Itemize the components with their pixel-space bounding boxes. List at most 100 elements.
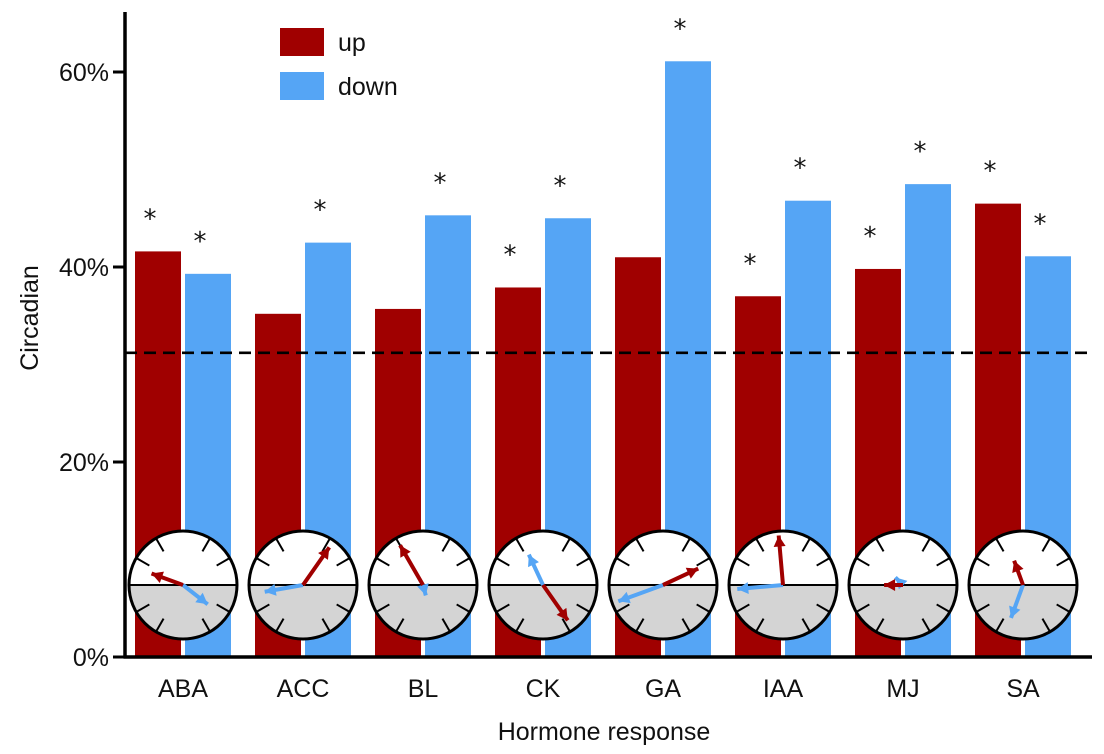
phase-clock-mj bbox=[847, 529, 959, 641]
significance-star-acc-down: * bbox=[314, 196, 327, 226]
y-tick-label: 0% bbox=[73, 644, 109, 672]
clock-tick bbox=[635, 618, 645, 633]
clock-tick bbox=[995, 618, 1005, 633]
legend-label-down: down bbox=[338, 73, 398, 101]
clock-tick bbox=[975, 603, 990, 613]
clock-rim bbox=[727, 529, 839, 641]
significance-star-ck-up: * bbox=[504, 240, 517, 270]
clock-tick bbox=[921, 537, 931, 552]
clock-tick bbox=[936, 603, 951, 613]
clock-tick bbox=[441, 618, 451, 633]
axes-layer: ABA ACC BL CK GA IAA MJ SA 0% 20% 40% 60% bbox=[59, 12, 1092, 703]
phase-arrowhead-down bbox=[737, 582, 749, 595]
clock-tick bbox=[201, 618, 211, 633]
clock-tick bbox=[615, 603, 630, 613]
clock-night-half bbox=[369, 585, 477, 639]
clock-tick bbox=[201, 537, 211, 552]
clock-tick bbox=[975, 557, 990, 567]
clock-tick bbox=[515, 537, 525, 552]
significance-star-mj-up: * bbox=[864, 222, 877, 252]
clock-tick bbox=[1041, 618, 1051, 633]
clock-tick bbox=[681, 618, 691, 633]
x-tick-label: BL bbox=[408, 675, 439, 703]
clock-tick bbox=[1056, 557, 1071, 567]
clock-tick bbox=[135, 557, 150, 567]
phase-clock-iaa bbox=[727, 529, 839, 641]
significance-star-iaa-up: * bbox=[744, 249, 757, 279]
clock-tick bbox=[1041, 537, 1051, 552]
clock-tick bbox=[275, 618, 285, 633]
phase-arrowhead-down bbox=[1009, 605, 1021, 618]
phase-clock-bl bbox=[367, 529, 479, 641]
clock-tick bbox=[855, 603, 870, 613]
clock-tick bbox=[495, 557, 510, 567]
phase-arrowhead-up bbox=[884, 579, 896, 591]
clock-tick bbox=[255, 603, 270, 613]
clock-tick bbox=[735, 603, 750, 613]
clock-tick bbox=[441, 537, 451, 552]
clock-tick bbox=[635, 537, 645, 552]
significance-star-ck-down: * bbox=[554, 171, 567, 201]
clock-rim bbox=[127, 529, 239, 641]
clock-tick bbox=[275, 537, 285, 552]
clock-tick bbox=[1056, 603, 1071, 613]
significance-star-sa-up: * bbox=[984, 157, 997, 187]
clock-tick bbox=[755, 537, 765, 552]
x-tick-label: SA bbox=[1006, 675, 1040, 703]
clock-tick bbox=[681, 537, 691, 552]
phase-arrowhead-up bbox=[318, 547, 330, 560]
phase-arrowhead-down bbox=[195, 592, 208, 605]
x-tick-label: MJ bbox=[886, 675, 919, 703]
clock-tick bbox=[155, 537, 165, 552]
y-axis-title: Circadian bbox=[16, 265, 44, 371]
significance-star-sa-down: * bbox=[1034, 209, 1047, 239]
phase-clock-ga bbox=[607, 529, 719, 641]
clock-tick bbox=[576, 557, 591, 567]
clock-tick bbox=[255, 557, 270, 567]
legend-swatch-down bbox=[280, 72, 324, 100]
clock-rim bbox=[367, 529, 479, 641]
clock-tick bbox=[816, 557, 831, 567]
phase-arrowhead-up bbox=[1012, 560, 1024, 574]
x-tick-label: GA bbox=[645, 675, 681, 703]
clock-tick bbox=[735, 557, 750, 567]
clock-night-half bbox=[609, 585, 717, 639]
y-tick-label: 60% bbox=[59, 59, 109, 87]
clock-tick bbox=[336, 557, 351, 567]
clock-night-half bbox=[729, 585, 837, 639]
phase-arrowhead-down bbox=[528, 554, 539, 568]
clock-tick bbox=[561, 618, 571, 633]
clock-tick bbox=[936, 557, 951, 567]
clock-night-half bbox=[249, 585, 357, 639]
clock-tick bbox=[375, 557, 390, 567]
phase-arrowhead-down bbox=[264, 583, 277, 596]
clock-night-half bbox=[489, 585, 597, 639]
phase-arrowhead-up bbox=[685, 567, 699, 579]
clock-tick bbox=[155, 618, 165, 633]
phase-arrowhead-up bbox=[773, 535, 786, 547]
significance-star-mj-down: * bbox=[914, 137, 927, 167]
clock-rim bbox=[247, 529, 359, 641]
x-tick-label: IAA bbox=[763, 675, 804, 703]
clock-tick bbox=[801, 618, 811, 633]
phase-arrowhead-up bbox=[151, 571, 164, 583]
clock-tick bbox=[495, 603, 510, 613]
clock-tick bbox=[875, 537, 885, 552]
y-tick-label: 40% bbox=[59, 254, 109, 282]
clock-tick bbox=[855, 557, 870, 567]
phase-arrowhead-down bbox=[417, 583, 429, 596]
clock-night-half bbox=[849, 585, 957, 639]
phase-clock-sa bbox=[967, 529, 1079, 641]
clock-tick bbox=[816, 603, 831, 613]
x-axis-title: Hormone response bbox=[498, 718, 711, 746]
clock-tick bbox=[576, 603, 591, 613]
significance-star-aba-down: * bbox=[194, 227, 207, 257]
clock-tick bbox=[515, 618, 525, 633]
clock-rim bbox=[967, 529, 1079, 641]
clock-tick bbox=[755, 618, 765, 633]
clock-tick bbox=[321, 537, 331, 552]
significance-star-iaa-down: * bbox=[794, 154, 807, 184]
clock-tick bbox=[561, 537, 571, 552]
clock-tick bbox=[216, 557, 231, 567]
